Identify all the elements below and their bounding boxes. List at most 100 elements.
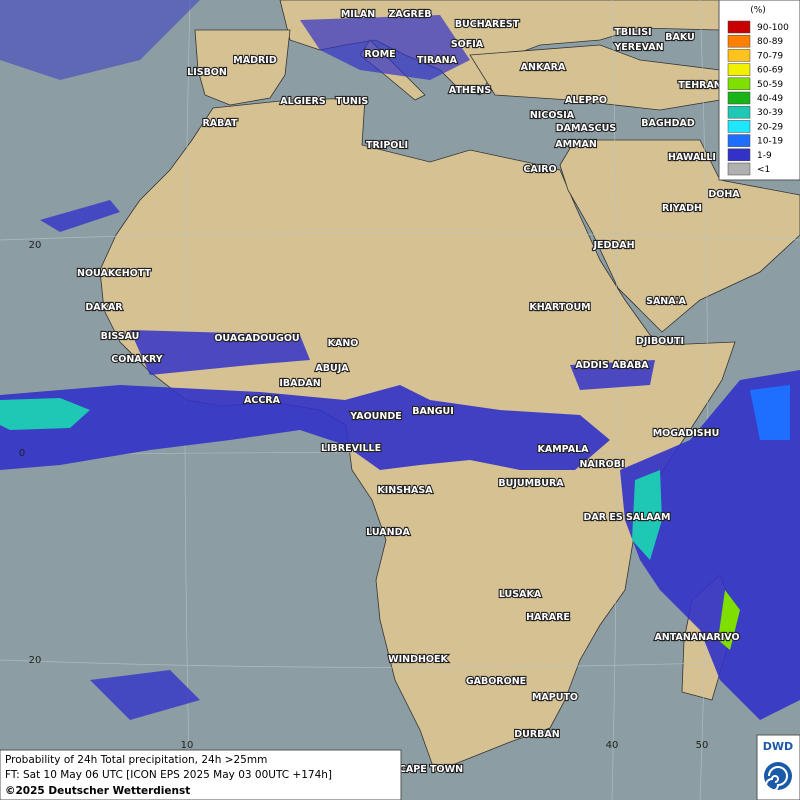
city-label: KHARTOUM bbox=[529, 302, 590, 313]
legend-swatch bbox=[727, 148, 751, 162]
city-label: YEREVAN bbox=[613, 42, 663, 53]
legend-items: 90-100 80-89 70-79 60-69 50-59 40-49 30-39 20-2… bbox=[727, 20, 789, 176]
legend-swatch bbox=[727, 162, 751, 176]
city-label: HARARE bbox=[526, 612, 570, 623]
info-box: Probability of 24h Total precipitation, … bbox=[0, 749, 402, 800]
legend-swatch bbox=[727, 34, 751, 48]
legend-label: <1 bbox=[757, 165, 770, 175]
city-label: KANO bbox=[328, 338, 359, 349]
legend-label: 40-49 bbox=[757, 94, 783, 104]
legend-label: 1-9 bbox=[757, 151, 772, 161]
city-labels: MILAN ZAGREB BUCHAREST TBILISI BAKU MADRID ROM… bbox=[76, 8, 741, 776]
city-label: DURBAN bbox=[514, 729, 560, 740]
city-label: LIBREVILLE bbox=[321, 443, 381, 454]
city-label: CONAKRY bbox=[111, 354, 163, 365]
legend-swatch bbox=[727, 134, 751, 147]
city-label: BANGUI bbox=[412, 406, 454, 417]
legend-swatch bbox=[727, 49, 751, 62]
city-label: ACCRA bbox=[244, 395, 281, 406]
city-label: BAKU bbox=[665, 32, 695, 43]
city-label: OUAGADOUGOU bbox=[214, 333, 299, 344]
city-label: ANKARA bbox=[521, 62, 566, 73]
lon-label: 50 bbox=[696, 740, 709, 751]
legend-swatch bbox=[727, 20, 751, 34]
info-line: FT: Sat 10 May 06 UTC [ICON EPS 2025 May… bbox=[5, 769, 332, 781]
city-label: BAGHDAD bbox=[641, 118, 695, 129]
city-label: DAR ES SALAAM bbox=[584, 512, 671, 523]
city-label: DAMASCUS bbox=[556, 123, 617, 134]
legend-label: 30-39 bbox=[757, 108, 783, 118]
city-label: MILAN bbox=[341, 9, 375, 20]
city-label: ADDIS ABABA bbox=[575, 360, 649, 371]
city-label: GABORONE bbox=[466, 676, 526, 687]
city-label: ATHENS bbox=[449, 85, 491, 96]
city-label: KINSHASA bbox=[377, 485, 433, 496]
lon-label: 40 bbox=[606, 740, 619, 751]
city-label: TUNIS bbox=[336, 96, 369, 107]
legend-label: 90-100 bbox=[757, 23, 789, 33]
city-label: ROME bbox=[364, 49, 395, 60]
city-label: MAPUTO bbox=[532, 692, 578, 703]
legend-title: (%) bbox=[750, 6, 766, 16]
city-label: SANA'A bbox=[646, 296, 686, 307]
city-label: LUANDA bbox=[366, 527, 410, 538]
grid-labels: 20 0 20 10 40 50 bbox=[19, 240, 709, 751]
precipitation bbox=[0, 0, 800, 720]
lat-label: 20 bbox=[29, 240, 42, 251]
city-label: YAOUNDE bbox=[349, 411, 401, 422]
city-label: MADRID bbox=[233, 55, 277, 66]
lat-label: 0 bbox=[19, 448, 25, 459]
legend-swatch bbox=[727, 77, 751, 91]
info-line: ©2025 Deutscher Wetterdienst bbox=[5, 785, 190, 797]
legend-swatch bbox=[727, 63, 751, 76]
city-label: JEDDAH bbox=[592, 240, 634, 251]
city-label: WINDHOEK bbox=[388, 654, 448, 665]
city-label: SOFIA bbox=[451, 39, 484, 50]
city-label: ANTANANARIVO bbox=[654, 632, 739, 643]
city-label: DOHA bbox=[708, 189, 740, 200]
city-label: LISBON bbox=[187, 67, 227, 78]
city-label: DAKAR bbox=[85, 302, 123, 313]
city-label: TBILISI bbox=[614, 27, 651, 38]
lon-label: 10 bbox=[181, 740, 194, 751]
legend-label: 70-79 bbox=[757, 51, 783, 61]
legend-label: 20-29 bbox=[757, 122, 783, 132]
city-label: IBADAN bbox=[279, 378, 320, 389]
lat-label: 20 bbox=[29, 655, 42, 666]
legend-swatch bbox=[727, 91, 751, 105]
city-label: DJIBOUTI bbox=[636, 336, 684, 347]
legend-label: 80-89 bbox=[757, 37, 783, 47]
city-label: NAIROBI bbox=[579, 459, 624, 470]
city-label: TEHRAN bbox=[678, 80, 722, 91]
logo: DWD bbox=[756, 734, 800, 800]
legend-swatch bbox=[727, 105, 751, 119]
city-label: NICOSIA bbox=[530, 110, 575, 121]
legend-label: 60-69 bbox=[757, 66, 783, 76]
city-label: TRIPOLI bbox=[366, 140, 408, 151]
logo-swirl bbox=[765, 766, 788, 792]
city-label: RABAT bbox=[202, 118, 238, 129]
info-line: Probability of 24h Total precipitation, … bbox=[5, 754, 267, 766]
city-label: ABUJA bbox=[315, 363, 349, 374]
city-label: ALEPPO bbox=[565, 95, 607, 106]
city-label: KAMPALA bbox=[537, 444, 589, 455]
city-label: MOGADISHU bbox=[653, 428, 720, 439]
logo-text: DWD bbox=[763, 740, 793, 753]
city-label: RIYADH bbox=[662, 203, 702, 214]
city-label: HAWALLI bbox=[668, 152, 716, 163]
legend-swatch bbox=[727, 120, 751, 133]
info-background bbox=[0, 749, 402, 800]
city-label: ZAGREB bbox=[388, 9, 431, 20]
city-label: CAIRO bbox=[523, 164, 556, 175]
city-label: CAPE TOWN bbox=[399, 764, 463, 775]
city-label: ALGIERS bbox=[280, 96, 326, 107]
city-label: BUCHAREST bbox=[455, 19, 520, 30]
legend-label: 10-19 bbox=[757, 137, 783, 147]
legend: (%) 90-100 80-89 70-79 60-69 50-59 40-49 30-39… bbox=[718, 0, 800, 181]
city-label: TIRANA bbox=[417, 55, 458, 66]
city-label: LUSAKA bbox=[499, 589, 542, 600]
city-label: NOUAKCHOTT bbox=[77, 268, 151, 279]
legend-label: 50-59 bbox=[757, 80, 783, 90]
city-label: BUJUMBURA bbox=[498, 478, 564, 489]
